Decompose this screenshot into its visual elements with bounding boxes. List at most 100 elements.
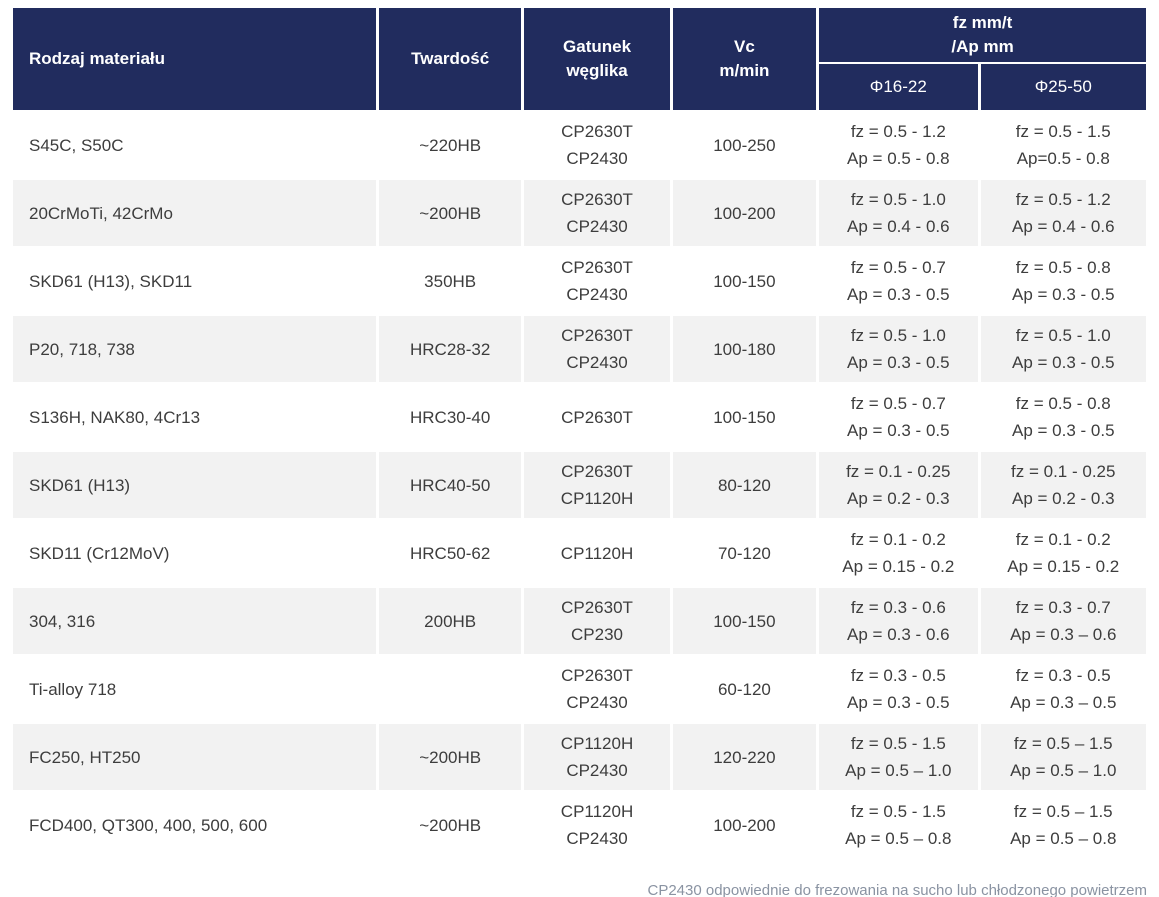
fz-ap-25-50-cell: fz = 0.3 - 0.7 Ap = 0.3 – 0.6 [980, 588, 1146, 654]
fz-ap-16-22-cell: fz = 0.5 - 1.2 Ap = 0.5 - 0.8 [819, 112, 978, 178]
header-vc: Vc m/min [672, 8, 817, 110]
grade-line: CP2630T [561, 326, 633, 345]
hardness-cell: ~200HB [378, 724, 522, 790]
fz-line: fz = 0.1 - 0.2 [1015, 530, 1111, 549]
fz-line: fz = 0.5 - 0.7 [850, 258, 946, 277]
grade-line: CP2630T [561, 462, 633, 481]
table-row: Ti-alloy 718 CP2630T CP2430 60-120 fz = … [13, 656, 1146, 722]
header-carbide-grade: Gatunek węglika [524, 8, 670, 110]
table-row: SKD61 (H13), SKD11 350HB CP2630T CP2430 … [13, 248, 1146, 314]
grade-line: CP230 [571, 625, 624, 644]
table-row: FCD400, QT300, 400, 500, 600 ~200HB CP11… [13, 792, 1146, 858]
ap-line: Ap = 0.15 - 0.2 [1007, 557, 1120, 576]
ap-line: Ap = 0.3 - 0.5 [1011, 421, 1115, 440]
hardness-cell: HRC40-50 [378, 452, 522, 518]
grade-line: CP1120H [560, 543, 634, 563]
ap-line: Ap = 0.5 - 0.8 [847, 149, 950, 168]
grade-line: CP2430 [566, 285, 628, 304]
fz-ap-16-22-cell: fz = 0.5 - 0.7 Ap = 0.3 - 0.5 [819, 384, 978, 450]
grade-cell: CP2630T [524, 384, 670, 450]
fz-ap-16-22-cell: fz = 0.1 - 0.2 Ap = 0.15 - 0.2 [819, 520, 978, 586]
grade-line: CP2430 [566, 693, 628, 712]
ap-line: Ap = 0.5 – 1.0 [1010, 761, 1117, 780]
fz-ap-16-22-cell: fz = 0.5 - 1.5 Ap = 0.5 – 0.8 [819, 792, 978, 858]
subheader-diameter-16-22: Φ16-22 [819, 64, 978, 110]
grade-line: CP2430 [566, 149, 628, 168]
fz-ap-16-22-cell: fz = 0.5 - 1.0 Ap = 0.4 - 0.6 [819, 180, 978, 246]
vc-cell: 100-180 [672, 316, 817, 382]
fz-line: fz = 0.3 - 0.5 [1015, 666, 1111, 685]
grade-line: CP1120H [560, 734, 634, 753]
material-cell: FCD400, QT300, 400, 500, 600 [13, 792, 376, 858]
fz-line: fz = 0.3 - 0.6 [850, 598, 946, 617]
fz-ap-25-50-cell: fz = 0.5 – 1.5 Ap = 0.5 – 1.0 [980, 724, 1146, 790]
table-row: FC250, HT250 ~200HB CP1120H CP2430 120-2… [13, 724, 1146, 790]
grade-cell: CP1120H CP2430 [524, 792, 670, 858]
fz-line: fz = 0.1 - 0.25 [846, 462, 951, 481]
material-cell: SKD11 (Cr12MoV) [13, 520, 376, 586]
grade-line: CP2430 [566, 761, 628, 780]
fz-ap-25-50-cell: fz = 0.5 – 1.5 Ap = 0.5 – 0.8 [980, 792, 1146, 858]
vc-cell: 100-150 [672, 384, 817, 450]
header-hardness: Twardość [378, 8, 522, 110]
fz-ap-25-50-cell: fz = 0.5 - 0.8 Ap = 0.3 - 0.5 [980, 384, 1146, 450]
ap-line: Ap = 0.15 - 0.2 [842, 557, 955, 576]
fz-line: fz = 0.5 - 1.5 [850, 802, 946, 821]
grade-line: CP2430 [566, 217, 628, 236]
fz-line: fz = 0.3 - 0.7 [1015, 598, 1111, 617]
vc-cell: 100-150 [672, 588, 817, 654]
fz-ap-25-50-cell: fz = 0.1 - 0.2 Ap = 0.15 - 0.2 [980, 520, 1146, 586]
grade-line: CP2630T [561, 258, 633, 277]
fz-line: fz = 0.5 - 0.8 [1015, 394, 1111, 413]
table-row: 20CrMoTi, 42CrMo ~200HB CP2630T CP2430 1… [13, 180, 1146, 246]
fz-line: fz = 0.5 - 1.2 [1015, 190, 1111, 209]
material-cell: S136H, NAK80, 4Cr13 [13, 384, 376, 450]
table-row: S45C, S50C ~220HB CP2630T CP2430 100-250… [13, 112, 1146, 178]
vc-cell: 100-250 [672, 112, 817, 178]
hardness-cell: HRC50-62 [378, 520, 522, 586]
grade-cell: CP2630T CP2430 [524, 656, 670, 722]
header-fz-ap-line2: /Ap mm [951, 37, 1014, 56]
fz-line: fz = 0.5 - 0.8 [1015, 258, 1111, 277]
fz-ap-25-50-cell: fz = 0.5 - 1.0 Ap = 0.3 - 0.5 [980, 316, 1146, 382]
grade-cell: CP1120H [524, 520, 670, 586]
hardness-cell: ~220HB [378, 112, 522, 178]
grade-line: CP2630T [561, 598, 633, 617]
fz-line: fz = 0.5 - 1.0 [850, 326, 946, 345]
hardness-cell: HRC30-40 [378, 384, 522, 450]
ap-line: Ap = 0.5 – 0.8 [845, 829, 952, 848]
ap-line: Ap=0.5 - 0.8 [1016, 149, 1110, 168]
header-fz-ap: fz mm/t /Ap mm [819, 8, 1146, 62]
fz-line: fz = 0.5 – 1.5 [1013, 802, 1113, 821]
ap-line: Ap = 0.3 - 0.5 [847, 285, 950, 304]
material-cell: S45C, S50C [13, 112, 376, 178]
material-cell: 304, 316 [13, 588, 376, 654]
grade-line: CP2430 [566, 829, 628, 848]
grade-cell: CP1120H CP2430 [524, 724, 670, 790]
grade-cell: CP2630T CP2430 [524, 180, 670, 246]
material-cell: SKD61 (H13), SKD11 [13, 248, 376, 314]
header-material: Rodzaj materiału [13, 8, 376, 110]
material-cell: P20, 718, 738 [13, 316, 376, 382]
fz-ap-25-50-cell: fz = 0.5 - 1.5 Ap=0.5 - 0.8 [980, 112, 1146, 178]
vc-cell: 60-120 [672, 656, 817, 722]
grade-line: CP2630T [561, 122, 633, 141]
ap-line: Ap = 0.2 - 0.3 [1011, 489, 1115, 508]
fz-line: fz = 0.5 - 1.0 [850, 190, 946, 209]
material-cell: FC250, HT250 [13, 724, 376, 790]
header-vc-line2: m/min [719, 61, 770, 80]
fz-ap-25-50-cell: fz = 0.5 - 0.8 Ap = 0.3 - 0.5 [980, 248, 1146, 314]
grade-line: CP1120H [560, 489, 634, 508]
header-vc-line1: Vc [734, 37, 755, 56]
ap-line: Ap = 0.3 - 0.6 [847, 625, 950, 644]
fz-ap-25-50-cell: fz = 0.1 - 0.25 Ap = 0.2 - 0.3 [980, 452, 1146, 518]
grade-line: CP2430 [566, 353, 628, 372]
fz-line: fz = 0.3 - 0.5 [850, 666, 946, 685]
header-carbide-grade-line2: węglika [566, 61, 628, 80]
subheader-diameter-25-50: Φ25-50 [980, 64, 1146, 110]
table-row: SKD61 (H13) HRC40-50 CP2630T CP1120H 80-… [13, 452, 1146, 518]
fz-line: fz = 0.1 - 0.25 [1011, 462, 1116, 481]
grade-line: CP2630T [561, 407, 633, 427]
vc-cell: 100-150 [672, 248, 817, 314]
